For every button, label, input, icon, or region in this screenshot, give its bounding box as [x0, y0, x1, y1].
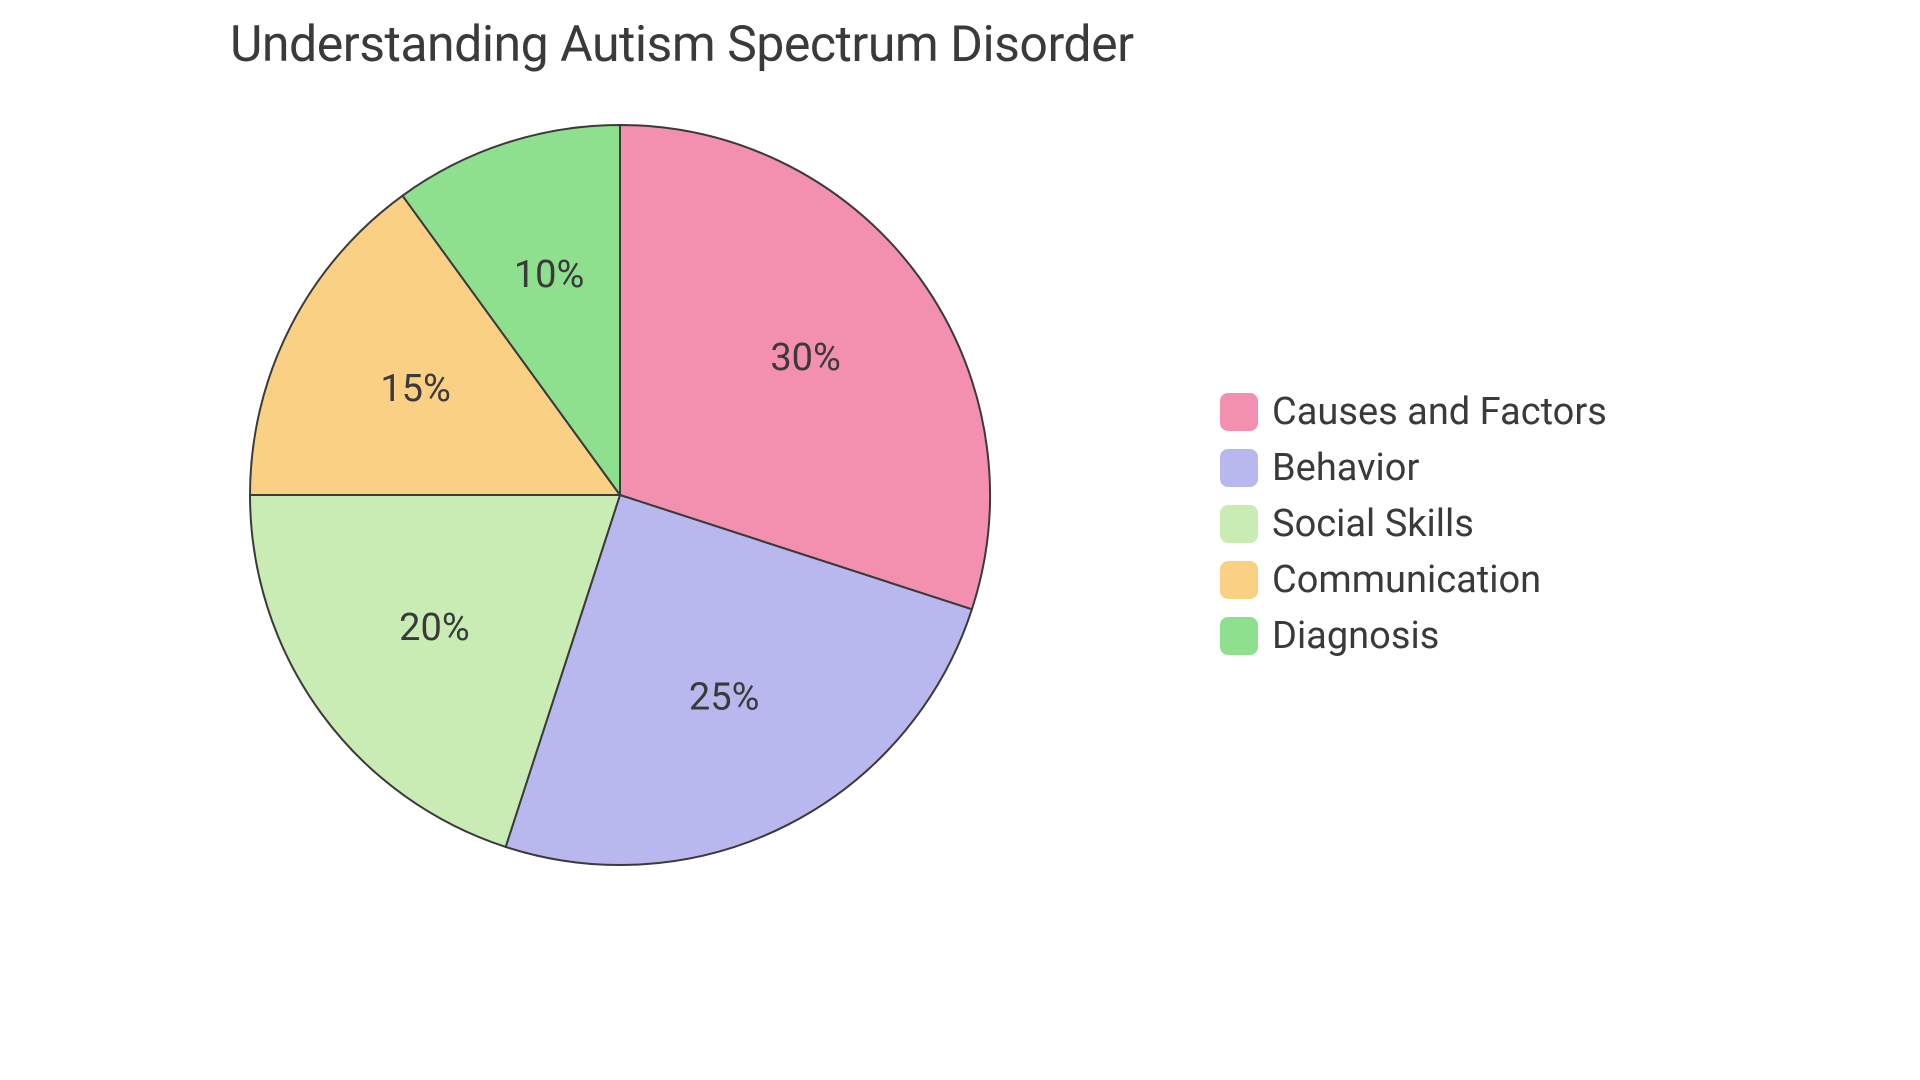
slice-label: 30%: [770, 336, 841, 380]
legend-label: Social Skills: [1272, 502, 1474, 546]
legend-label: Causes and Factors: [1272, 390, 1607, 434]
legend-label: Diagnosis: [1272, 614, 1439, 658]
slice-label: 10%: [514, 253, 585, 297]
legend-item: Causes and Factors: [1220, 390, 1607, 434]
legend-swatch: [1220, 393, 1258, 431]
legend-item: Behavior: [1220, 446, 1607, 490]
legend-label: Communication: [1272, 558, 1541, 602]
legend-item: Diagnosis: [1220, 614, 1607, 658]
legend-swatch: [1220, 449, 1258, 487]
legend-swatch: [1220, 617, 1258, 655]
legend-item: Social Skills: [1220, 502, 1607, 546]
slice-label: 20%: [399, 606, 470, 650]
legend-item: Communication: [1220, 558, 1607, 602]
pie-chart: 30% 25% 20% 15% 10%: [220, 95, 1020, 895]
legend: Causes and Factors Behavior Social Skills C…: [1220, 390, 1607, 658]
legend-label: Behavior: [1272, 446, 1419, 490]
legend-swatch: [1220, 561, 1258, 599]
chart-title: Understanding Autism Spectrum Disorder: [230, 16, 1134, 74]
slice-label: 25%: [689, 675, 760, 719]
slice-label: 15%: [380, 367, 451, 411]
chart-container: Understanding Autism Spectrum Disorder 3…: [0, 0, 1920, 1080]
legend-swatch: [1220, 505, 1258, 543]
